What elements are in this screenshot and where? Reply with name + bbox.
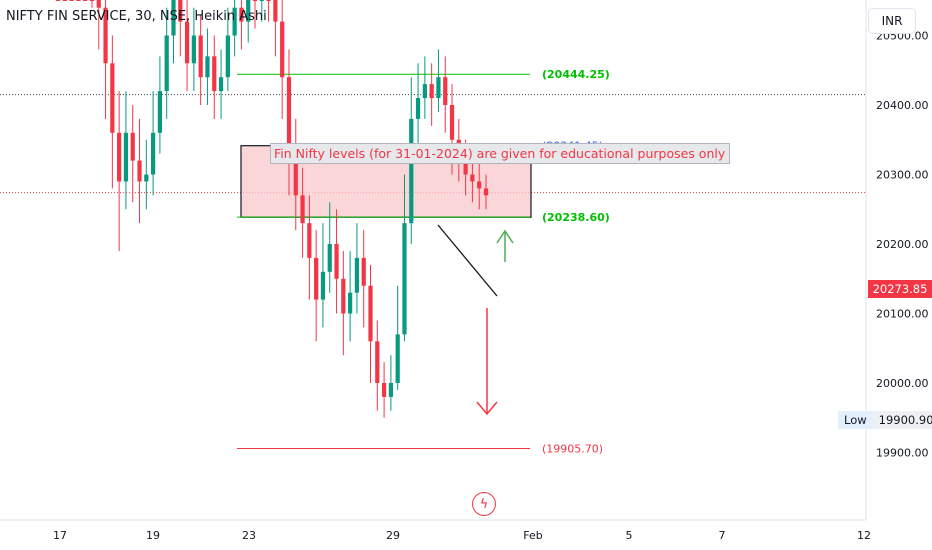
x-tick-label: 29 <box>386 529 400 542</box>
currency-button[interactable]: INR <box>868 8 916 34</box>
candle-body <box>409 118 414 224</box>
level-lines: (20777.15)(20571.50)(20444.25)(20341.45)… <box>237 68 610 456</box>
candle-body <box>103 7 108 64</box>
x-tick-labels: 17 19 23 29 Feb 5 7 12 <box>53 529 871 542</box>
current-price-tag: 20273.85 <box>868 280 932 298</box>
candle-body <box>273 0 278 22</box>
candle-body <box>341 278 346 314</box>
candle-body <box>354 257 360 293</box>
level-label: (19905.70) <box>542 443 603 456</box>
x-tick-label: 19 <box>146 529 160 542</box>
candle-body <box>212 56 217 92</box>
candle-body <box>164 35 169 92</box>
candle-body <box>436 77 441 99</box>
candle-body <box>157 91 163 133</box>
candle-body <box>327 244 332 272</box>
y-tick-label: 20200.00 <box>876 238 929 251</box>
candle-body <box>483 188 489 196</box>
x-tick-label: 12 <box>857 529 871 542</box>
candle-body <box>130 132 135 161</box>
candle-body <box>300 195 305 224</box>
trend-line <box>437 224 498 297</box>
candle-body <box>198 35 203 78</box>
candle-body <box>422 84 427 99</box>
candle-body <box>225 35 230 78</box>
candle-body <box>280 21 285 78</box>
candle-body <box>83 0 88 1</box>
candle-body <box>320 271 326 300</box>
candle-body <box>463 160 468 175</box>
y-tick-label: 20000.00 <box>876 377 929 390</box>
y-tick-label: 19900.00 <box>876 447 929 460</box>
candle-body <box>429 84 434 99</box>
low-value: 19900.90 <box>872 411 932 429</box>
candle-body <box>415 98 421 119</box>
candle-body <box>252 0 258 1</box>
candle-body <box>314 257 319 300</box>
annotation-note: Fin Nifty levels (for 31-01-2024) are gi… <box>270 143 730 164</box>
candle-body <box>470 174 475 182</box>
candle-body <box>293 146 298 196</box>
candle-body <box>151 132 156 175</box>
candle-body <box>266 0 271 1</box>
candle-body <box>286 77 292 147</box>
candle-body <box>368 285 373 342</box>
candle-body <box>232 7 237 36</box>
candle-body <box>477 181 482 189</box>
x-tick-label: 5 <box>626 529 633 542</box>
candle-body <box>307 223 312 258</box>
y-tick-labels: 20500.0020400.0020300.0020200.0020100.00… <box>876 30 929 460</box>
candle-body <box>89 0 95 1</box>
candle-body <box>218 77 224 92</box>
up-arrow-head <box>496 229 514 244</box>
candle-body <box>361 257 366 286</box>
y-tick-label: 20300.00 <box>876 169 929 182</box>
y-tick-label: 20400.00 <box>876 99 929 112</box>
candle-body <box>246 0 251 22</box>
drawings <box>437 224 514 416</box>
candle-body <box>259 0 264 1</box>
level-label: (20238.60) <box>542 211 610 224</box>
candle-body <box>402 223 407 335</box>
candle-body <box>205 56 210 78</box>
candle-body <box>334 244 339 279</box>
candle-body <box>184 21 190 64</box>
chart-title: NIFTY FIN SERVICE, 30, NSE, Heikin Ashi <box>6 9 267 24</box>
candle-body <box>449 105 455 140</box>
candle-body <box>123 132 129 182</box>
candle-body <box>388 383 393 397</box>
candle-body <box>137 160 142 182</box>
x-tick-label: Feb <box>523 529 542 542</box>
candle-body <box>96 0 101 8</box>
low-price-tag: Low 19900.90 <box>838 411 932 429</box>
y-tick-label: 20100.00 <box>876 308 929 321</box>
candle-body <box>76 0 81 1</box>
candle-body <box>144 174 149 182</box>
candle-body <box>348 292 353 314</box>
candle-body <box>443 77 448 105</box>
price-axis: 20500.0020400.0020300.0020200.0020100.00… <box>865 0 929 520</box>
level-label: (20444.25) <box>542 68 610 81</box>
candles <box>55 0 489 418</box>
candle-body <box>395 334 400 383</box>
x-tick-label: 7 <box>719 529 726 542</box>
low-label: Low <box>838 411 873 429</box>
candle-body <box>110 63 115 133</box>
candle-body <box>375 341 380 383</box>
candle-body <box>191 35 196 64</box>
candle-body <box>381 383 387 397</box>
candle-body <box>178 0 183 22</box>
down-arrow-head <box>476 401 498 416</box>
candle-body <box>55 0 61 1</box>
candle-body <box>239 7 244 22</box>
flash-icon[interactable]: ϟ <box>472 492 496 516</box>
x-tick-label: 23 <box>242 529 256 542</box>
candle-body <box>117 132 122 182</box>
time-axis: 17 19 23 29 Feb 5 7 12 <box>0 519 871 542</box>
candle-body <box>69 0 74 1</box>
candle-body <box>171 0 176 36</box>
x-tick-label: 17 <box>53 529 67 542</box>
candle-body <box>62 0 67 1</box>
